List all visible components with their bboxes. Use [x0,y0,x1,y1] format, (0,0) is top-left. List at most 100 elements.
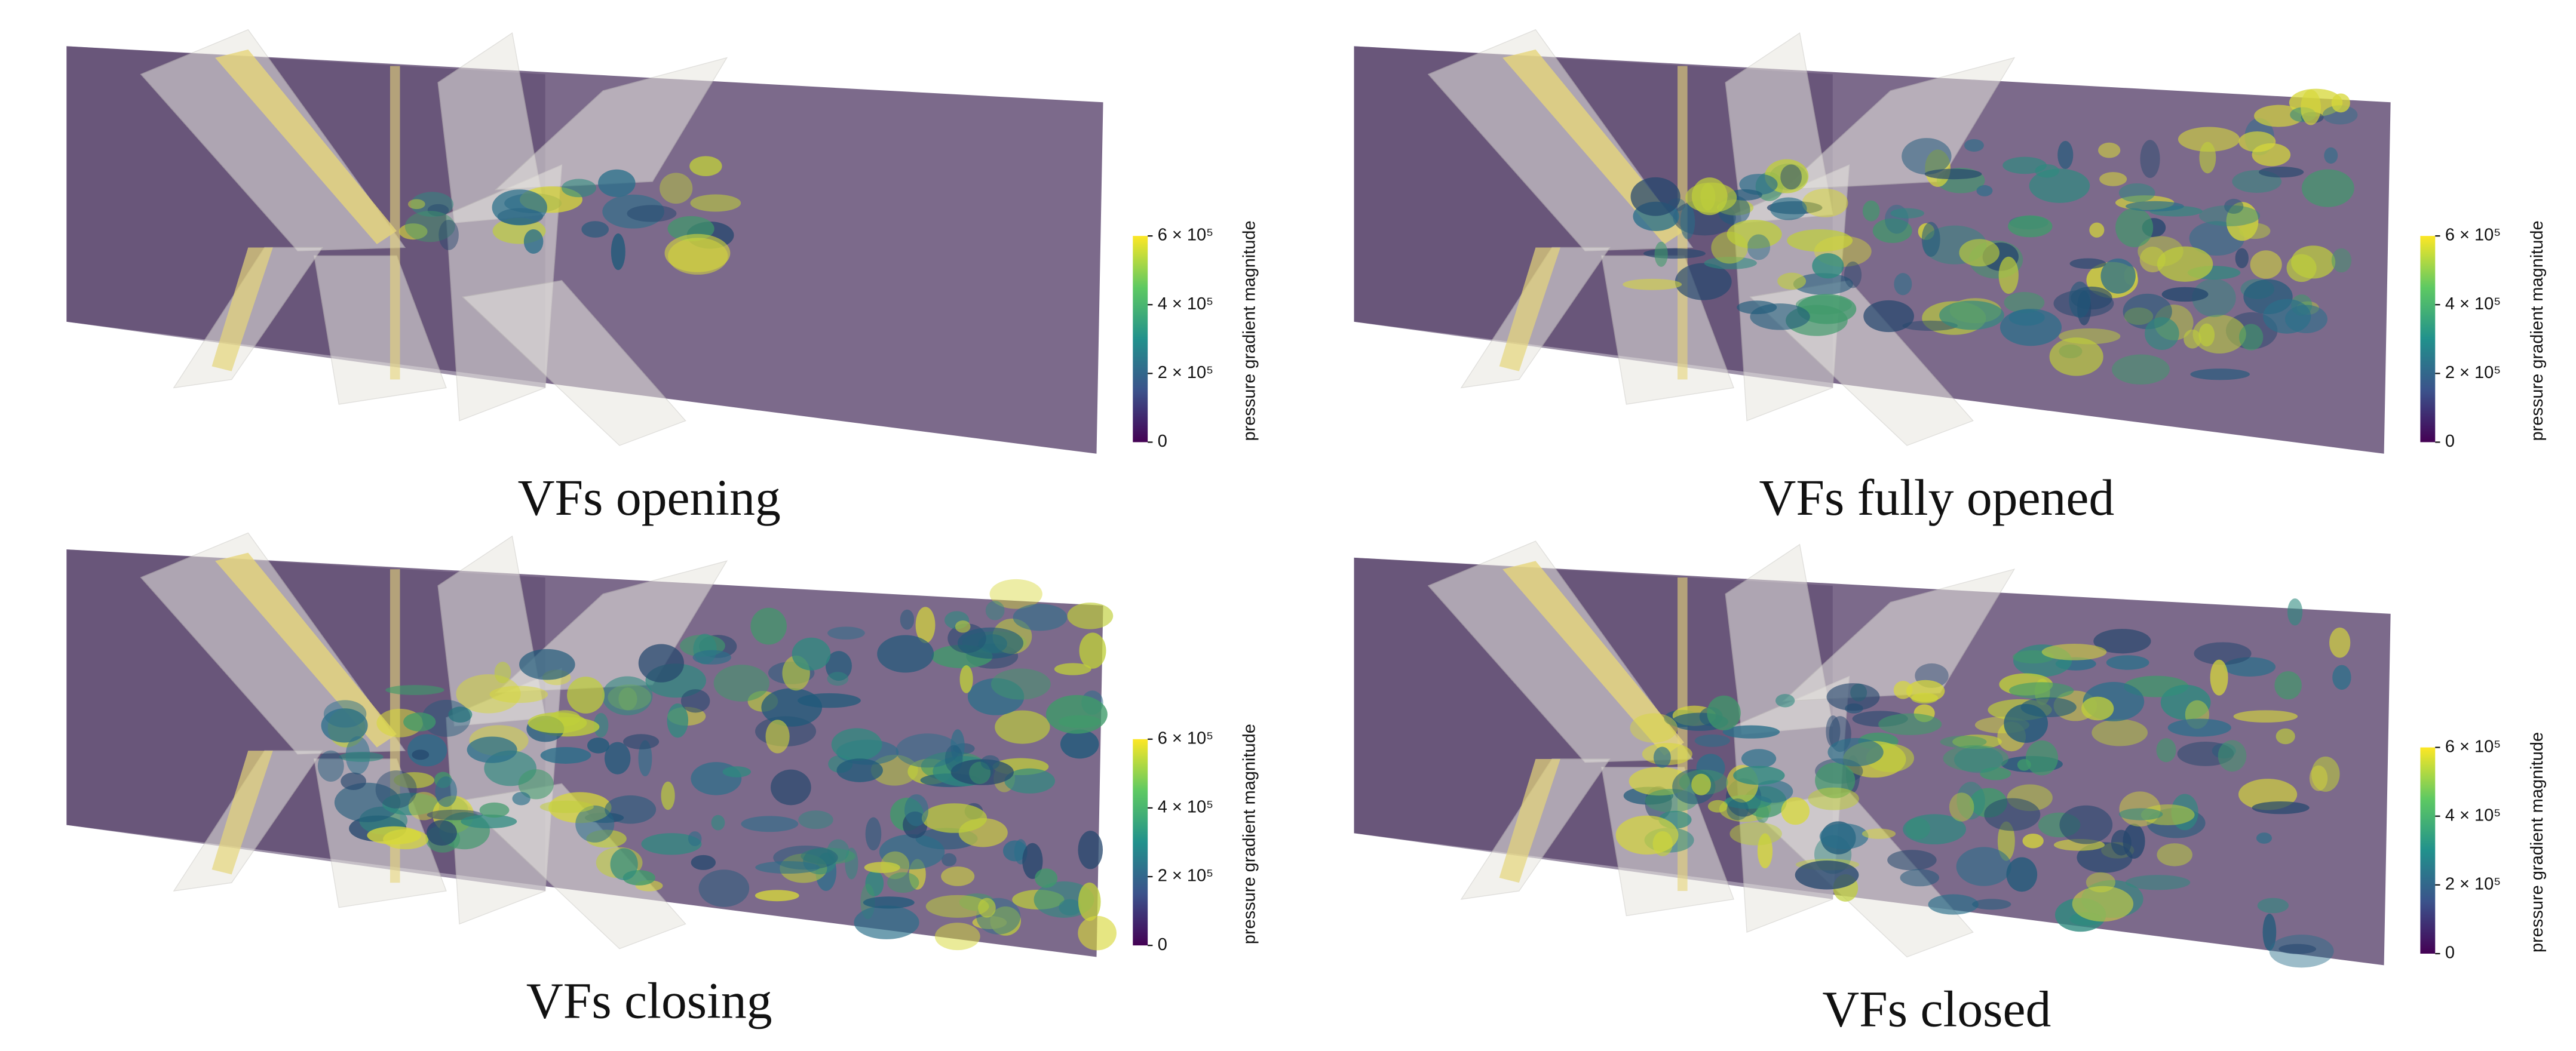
vortex-structure [394,772,435,789]
vortex-structure [711,815,725,831]
vortex-structure [2198,205,2261,226]
vortex-structure [1997,821,2015,861]
vortex-structure [1630,177,1680,216]
vocal-fold-edge [1502,561,1685,756]
vortex-structure [412,749,430,760]
colorbar-tick-label: 4 × 10⁵ [1158,798,1213,817]
vortex-structure [900,609,915,630]
vortex-structure [1802,188,1848,217]
vortex-structure [2125,875,2191,890]
vortex-structure [2198,323,2215,347]
vortex-structure [2238,131,2276,152]
vortex-structure [1976,185,1993,196]
panel-caption: VFs closing [526,973,772,1030]
vortex-structure [865,817,882,851]
vortex-structure [461,815,517,829]
panel-caption: VFs fully opened [1759,469,2114,526]
vocal-fold-edge [1499,758,1560,883]
vortex-structure [1793,273,1853,295]
vortex-structure [1890,208,1924,219]
vortex-structure [2004,703,2048,743]
vortex-structure [1900,869,1940,887]
vortex-structure [2257,898,2289,914]
vortex-structure [1654,241,1668,267]
vortex-structure [1711,231,1748,264]
vortex-structure [2329,627,2351,658]
vortex-structure [864,862,900,873]
vortex-structure [2069,258,2106,269]
vortex-structure [1707,800,1728,813]
vortex-structure [2250,250,2282,279]
vortex-structure [383,829,429,850]
vortex-structure [627,205,677,222]
vortex-structure [2278,944,2317,954]
vortex-structure [1770,197,1807,220]
vortex-structure [2140,140,2160,179]
vortex-structure [1653,746,1671,768]
vortex-structure [2041,644,2107,660]
vortex-structure [990,668,1051,700]
vortex-structure [1956,782,1985,820]
colorbar-tick-label: 0 [2445,432,2455,451]
vortex-structure [921,803,988,833]
vortex-structure [403,712,436,732]
vortex-structure [494,662,511,684]
vortex-structure [1808,787,1859,810]
vortex-structure [2057,140,2074,170]
vortex-structure [1903,814,1967,844]
vortex-structure [955,620,971,633]
vortex-structure [770,769,811,806]
vortex-structure [854,905,919,939]
colorbar-label: pressure gradient magnitude [2528,220,2547,441]
vortex-structure [944,745,963,773]
vortex-structure [1928,894,1979,915]
vortex-structure [407,199,425,210]
vortex-structure [925,895,989,918]
vortex-structure [1775,694,1795,708]
colorbar-tick-label: 2 × 10⁵ [2445,363,2501,382]
vortex-structure [1750,303,1810,330]
vortex-structure [575,805,615,843]
vortex-structure [2190,368,2250,380]
vortex-structure [2098,142,2121,158]
vortex-structure [1780,164,1802,190]
panel-caption: VFs opening [518,469,781,526]
vortex-structure [690,194,741,212]
vortex-structure [404,211,455,242]
vortex-structure [523,229,544,254]
vortex-structure [2322,105,2358,125]
vortex-structure [1795,861,1859,890]
vortex-structure [2263,299,2311,334]
vortex-structure [792,637,831,671]
vortex-structure [2157,843,2192,866]
vortex-structure [1729,822,1782,846]
vortex-structure [385,685,444,695]
vortex-structure [698,869,750,907]
vortex-structure [1862,200,1880,222]
vortex-structure [1643,248,1706,259]
vortex-structure [2126,201,2184,212]
vortex-structure [934,923,980,951]
vortex-structure [825,651,852,681]
vortex-structure [798,810,833,829]
vortex-structure [528,712,587,733]
vortex-structure [1733,766,1785,785]
vortex-structure [2022,833,2044,849]
vortex-structure [321,708,368,743]
vortex-structure [1862,828,1896,839]
vortex-structure [680,689,710,713]
colorbar-tick-label: 0 [1158,432,1167,451]
vortex-structure [1924,168,1982,180]
vortex-structure [942,853,957,866]
vortex-structure [881,851,910,880]
vortex-structure [1045,694,1108,734]
vortex-structure [581,221,609,238]
vocal-fold-edge [211,751,273,875]
vortex-structure [896,733,959,768]
vortex-structure [831,728,882,761]
panel: VFs closing 0 2 × 10⁵ 4 × 10⁵ 6 × 10⁵ pressur… [66,532,1259,1030]
vortex-structure [2004,291,2045,314]
vortex-structure [1787,229,1853,252]
vortex-structure [1630,713,1678,743]
